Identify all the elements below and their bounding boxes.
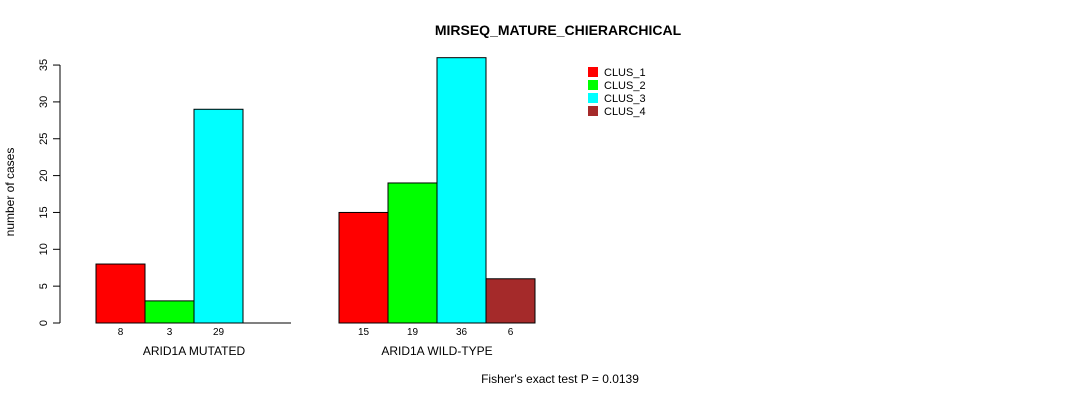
bar — [144, 300, 195, 324]
legend-label: CLUS_4 — [604, 106, 646, 118]
bar — [436, 57, 487, 324]
y-tick-label: 15 — [38, 206, 50, 218]
y-tick-label: 20 — [38, 169, 50, 181]
y-axis-label: number of cases — [3, 148, 17, 237]
chart-title: MIRSEQ_MATURE_CHIERARCHICAL — [435, 22, 682, 38]
bar-count-label: 3 — [167, 327, 173, 338]
bar-count-label: 8 — [118, 327, 124, 338]
bar-count-label: 6 — [508, 327, 514, 338]
bar — [485, 278, 536, 324]
category-labels: ARID1A MUTATED ARID1A WILD-TYPE — [143, 344, 493, 358]
legend-swatch — [588, 80, 598, 90]
bar-count-label: 15 — [358, 327, 370, 338]
bar — [338, 211, 389, 324]
y-tick-label: 30 — [38, 96, 50, 108]
fisher-test-note: Fisher's exact test P = 0.0139 — [481, 372, 639, 386]
legend-swatch — [588, 106, 598, 116]
bar — [387, 182, 438, 324]
bars — [95, 57, 536, 324]
legend-label: CLUS_3 — [604, 93, 646, 105]
y-tick-label: 0 — [38, 320, 50, 326]
y-tick-label: 10 — [38, 243, 50, 255]
bar-count-labels: 8 3 29 15 19 36 6 — [118, 327, 514, 338]
y-tick-label: 25 — [38, 133, 50, 145]
bar — [193, 108, 244, 324]
category-label: ARID1A MUTATED — [143, 344, 246, 358]
bar-count-label: 19 — [407, 327, 419, 338]
y-tick-label: 5 — [38, 283, 50, 289]
category-label: ARID1A WILD-TYPE — [381, 344, 492, 358]
legend-label: CLUS_1 — [604, 67, 646, 79]
bar-count-label: 29 — [213, 327, 225, 338]
bar — [95, 263, 146, 324]
bar-count-label: 36 — [456, 327, 468, 338]
legend-label: CLUS_2 — [604, 80, 646, 92]
legend-swatch — [588, 93, 598, 103]
legend-swatch — [588, 67, 598, 77]
y-tick-label: 35 — [38, 59, 50, 71]
y-axis: 0 5 10 15 20 25 30 35 — [38, 59, 61, 326]
